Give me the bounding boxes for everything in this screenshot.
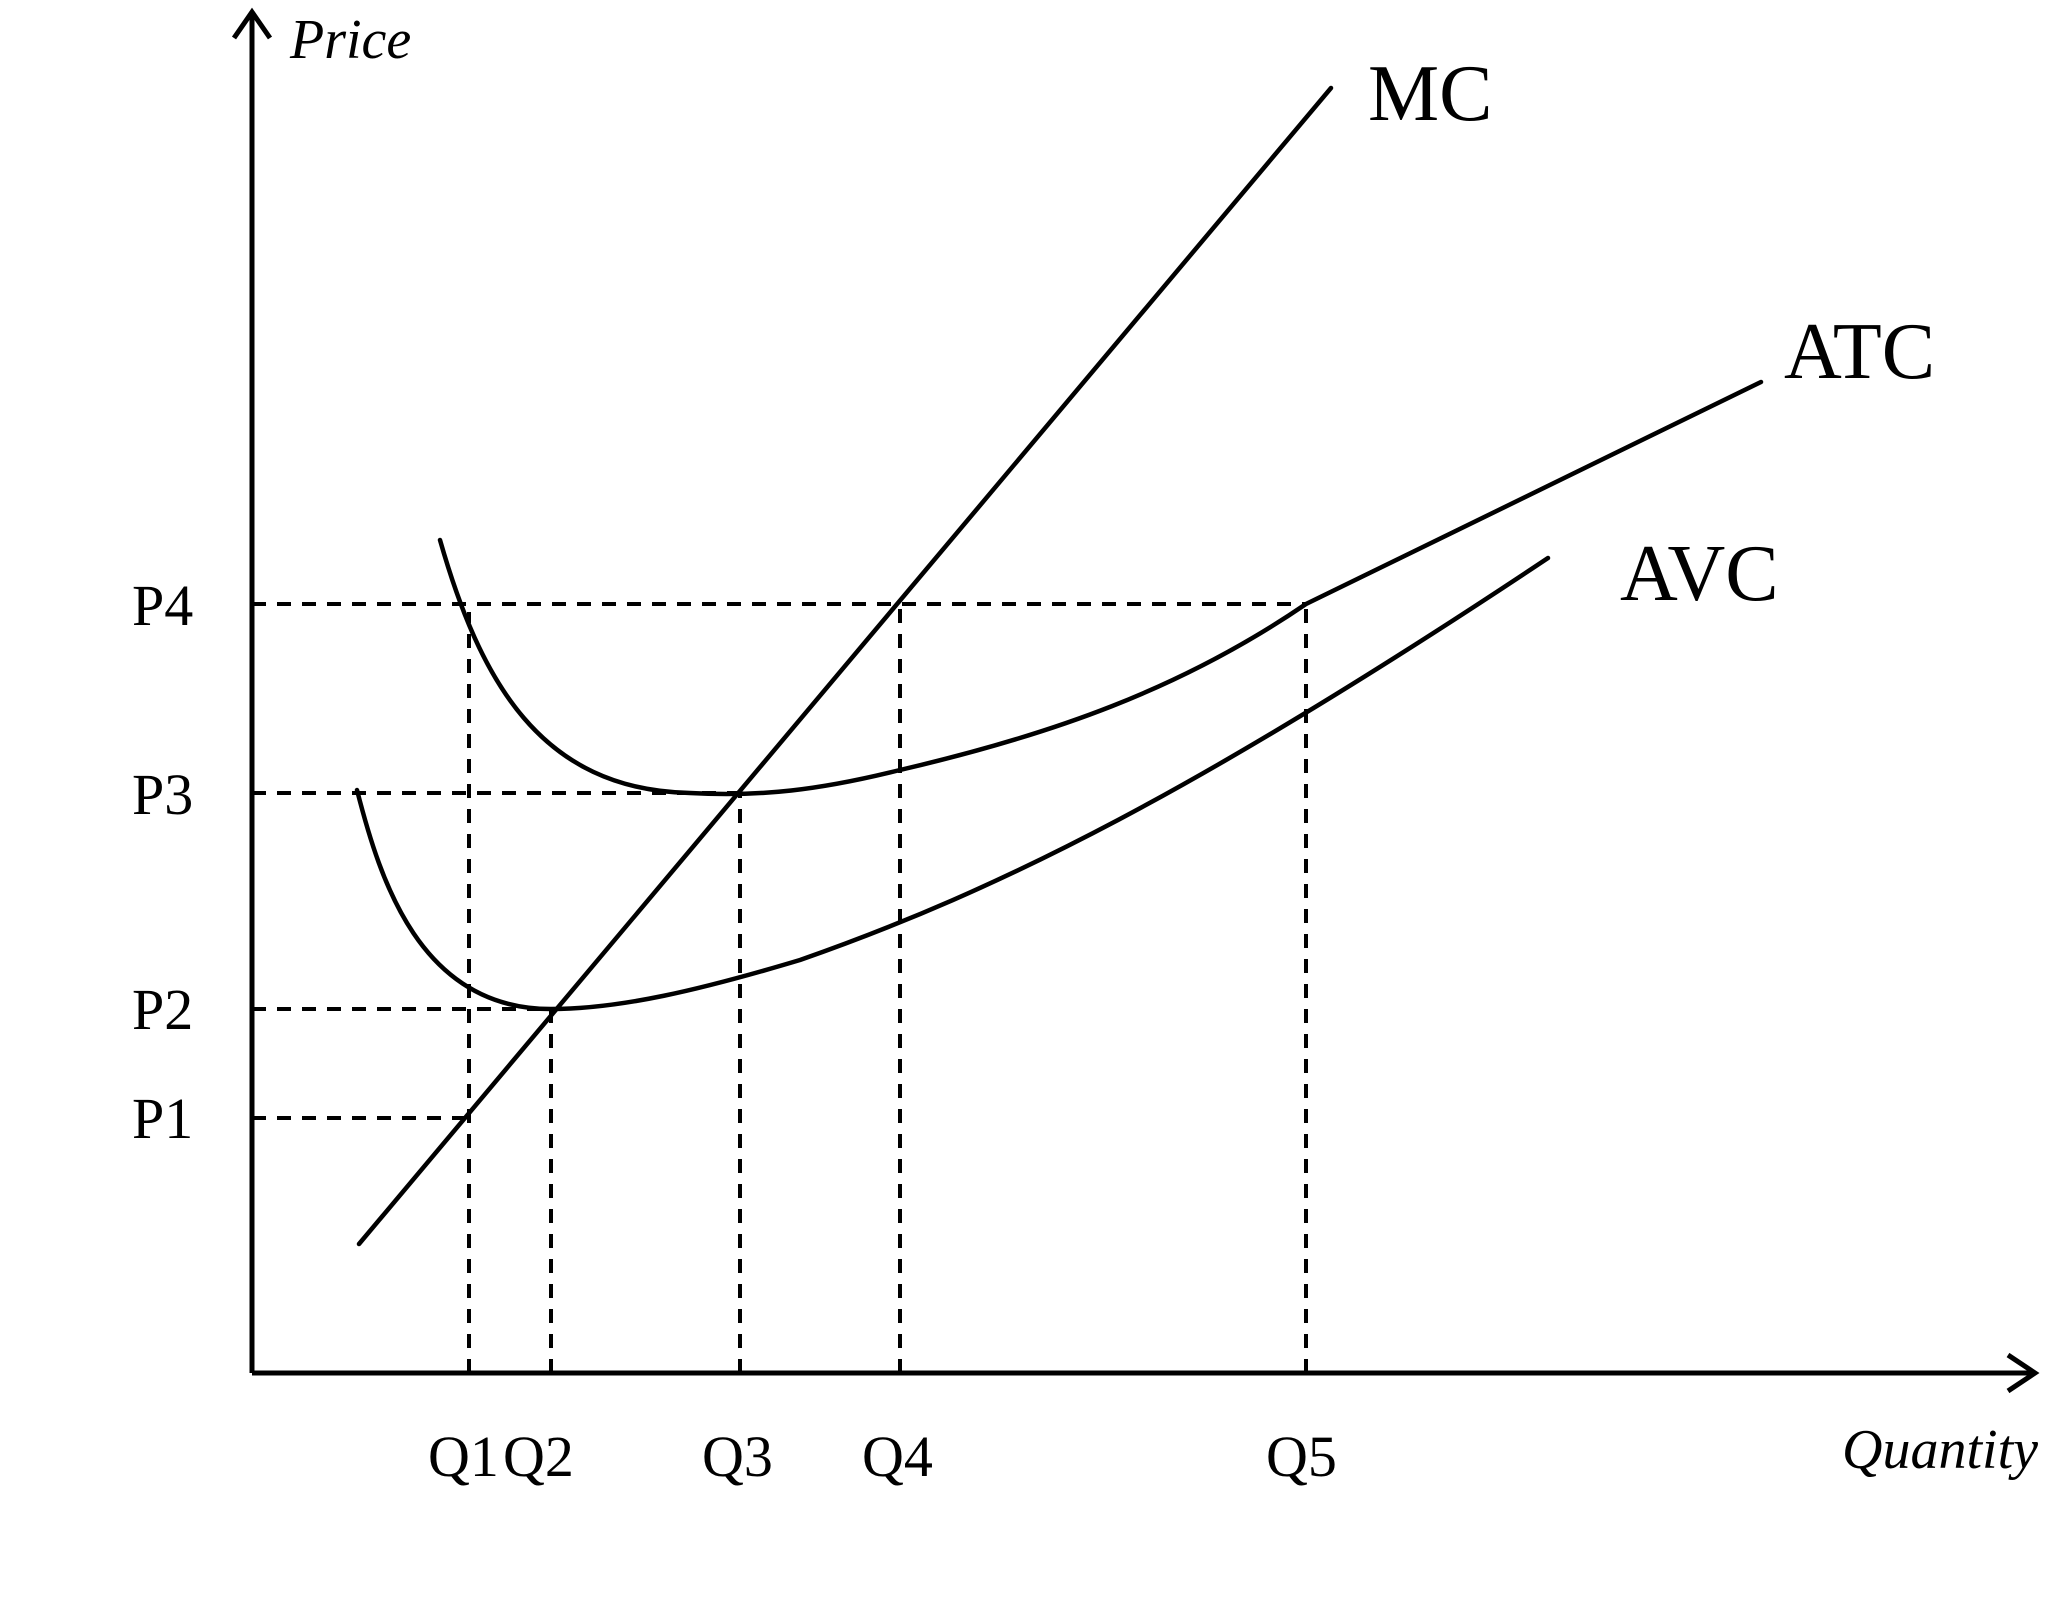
atc-curve: [437, 379, 1764, 797]
mc-curve-label: MC: [1368, 50, 1493, 138]
labels: Price Quantity MC ATC AVC P4 P3 P2 P1 Q1…: [132, 9, 2038, 1489]
avc-curve-label: AVC: [1620, 530, 1779, 618]
x-tick-q3: Q3: [702, 1424, 773, 1489]
x-axis-title: Quantity: [1842, 1419, 2038, 1481]
dashed-guides: [252, 602, 1308, 1373]
y-tick-p2: P2: [132, 977, 193, 1042]
y-tick-p3: P3: [132, 762, 193, 827]
x-tick-q2: Q2: [503, 1424, 574, 1489]
y-tick-p4: P4: [132, 573, 193, 638]
mc-curve: [356, 85, 1334, 1247]
y-tick-p1: P1: [132, 1086, 193, 1151]
y-axis-arrow: [231, 7, 273, 40]
axes: [231, 7, 2040, 1394]
x-tick-q1: Q1: [428, 1424, 499, 1489]
x-axis-arrow: [2006, 1352, 2040, 1394]
curves: [354, 85, 1764, 1247]
atc-curve-label: ATC: [1784, 308, 1935, 396]
y-axis-title: Price: [289, 9, 411, 71]
avc-curve: [354, 555, 1551, 1012]
x-tick-q4: Q4: [862, 1424, 933, 1489]
x-tick-q5: Q5: [1266, 1424, 1337, 1489]
